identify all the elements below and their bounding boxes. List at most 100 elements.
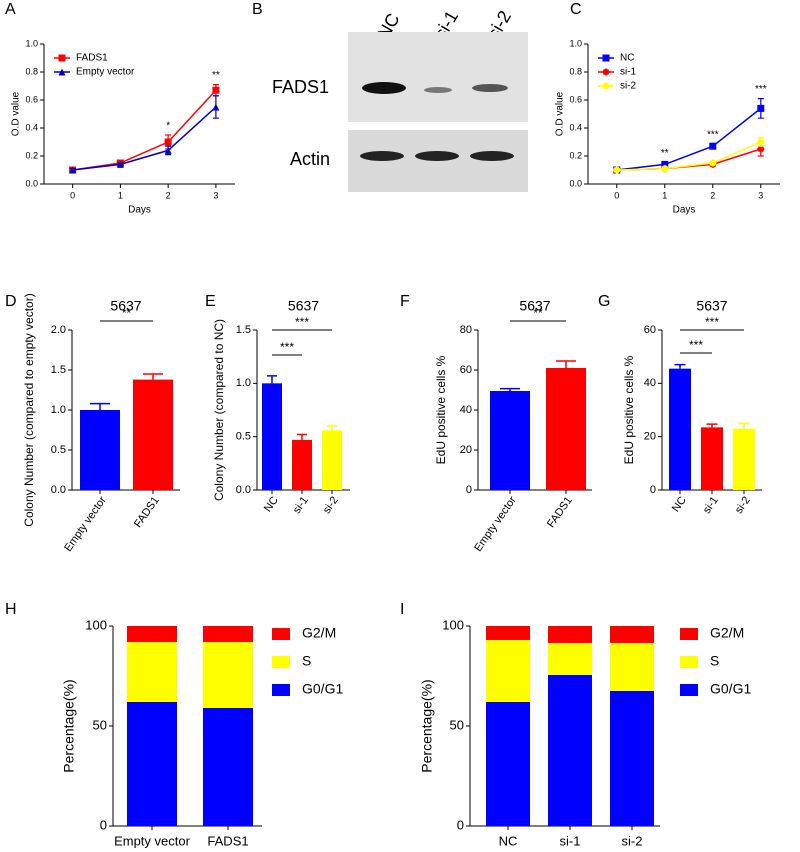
y-tick-label: 0	[100, 817, 107, 832]
marker	[709, 142, 717, 150]
bar-segment	[486, 626, 530, 640]
bar	[322, 430, 342, 490]
y-tick-label: 0	[650, 484, 656, 496]
bar-segment	[127, 642, 177, 702]
y-tick-label: 20	[644, 431, 656, 443]
x-tick-label: si-1	[701, 495, 721, 516]
y-axis-label: Colony Number (compared to empty vector)	[22, 293, 36, 526]
band	[360, 151, 404, 161]
series-line	[616, 141, 762, 171]
significance: **	[212, 70, 220, 81]
significance: ***	[689, 338, 703, 352]
significance: ***	[295, 315, 309, 329]
significance: *	[166, 121, 170, 132]
y-tick-label: 1.0	[236, 377, 251, 389]
bar	[701, 427, 723, 490]
x-tick-label: NC	[499, 833, 518, 848]
error-bar	[500, 387, 520, 391]
y-tick-label: 40	[460, 404, 472, 416]
bar	[292, 439, 312, 490]
panel-letter: D	[5, 293, 17, 310]
x-tick-label: 3	[758, 190, 763, 200]
y-axis-label: O.D value	[11, 91, 22, 136]
x-tick-label: 3	[213, 190, 218, 200]
x-axis-label: Days	[673, 205, 696, 216]
y-tick-label: 20	[460, 444, 472, 456]
y-tick-label: 1.5	[51, 364, 66, 376]
marker	[709, 159, 717, 167]
legend-label: G2/M	[302, 625, 336, 641]
x-tick-label: 0	[70, 190, 75, 200]
error-bar	[706, 423, 718, 428]
panel-letter: F	[400, 293, 410, 310]
bar-segment	[127, 626, 177, 642]
panel-letter: E	[205, 293, 216, 310]
bar-segment	[610, 643, 654, 691]
x-tick-label: NC	[262, 494, 281, 514]
y-tick-label: 0	[457, 817, 464, 832]
marker	[661, 165, 669, 173]
legend-label: S	[710, 653, 719, 669]
y-tick-label: 2.0	[51, 324, 66, 336]
bar-segment	[203, 626, 253, 642]
significance: **	[122, 306, 132, 320]
marker	[613, 166, 621, 174]
y-axis-label: EdU positive cells %	[622, 355, 636, 464]
bar	[733, 428, 755, 490]
bar-segment	[203, 642, 253, 708]
y-tick-label: 1.5	[236, 324, 251, 336]
y-axis-label: EdU positive cells %	[434, 355, 448, 464]
y-tick-label: 1.0	[51, 404, 66, 416]
y-tick-label: 0.2	[569, 150, 582, 160]
legend-swatch	[272, 656, 290, 668]
y-tick-label: 80	[460, 324, 472, 336]
error-bar	[267, 375, 277, 384]
bar	[262, 383, 282, 490]
error-bar	[327, 425, 337, 431]
marker	[757, 104, 765, 112]
x-tick-label: si-1	[560, 833, 581, 848]
bar-segment	[548, 643, 592, 675]
legend-label: NC	[620, 53, 634, 64]
legend-swatch	[680, 656, 698, 668]
error-bar	[143, 373, 163, 380]
panel-letter: A	[5, 1, 16, 18]
error-bar	[297, 433, 307, 440]
y-tick-label: 0.0	[569, 178, 582, 188]
row-label: FADS1	[272, 77, 329, 97]
bar-segment	[127, 702, 177, 826]
western-blot: B NC si-1 si-2 FADS1 Actin	[252, 1, 528, 192]
error-bar	[674, 363, 686, 369]
y-tick-label: 0.4	[25, 122, 38, 132]
row-label: Actin	[290, 149, 330, 169]
y-tick-label: 0.4	[569, 122, 582, 132]
y-tick-label: 60	[460, 364, 472, 376]
panel-letter: I	[400, 601, 404, 618]
x-tick-label: FADS1	[545, 495, 575, 530]
bar-segment	[548, 626, 592, 643]
y-axis-label: Colony Number (compared to NC)	[212, 319, 226, 501]
y-tick-label: 0.0	[51, 484, 66, 496]
bar	[490, 391, 530, 490]
x-axis-label: Days	[128, 205, 151, 216]
x-tick-label: Empty vector	[62, 494, 109, 554]
y-tick-label: 0.6	[569, 94, 582, 104]
marker	[602, 54, 610, 62]
bar-segment	[203, 708, 253, 826]
y-tick-label: 100	[85, 617, 107, 632]
significance: **	[533, 306, 543, 320]
x-tick-label: NC	[670, 494, 689, 514]
legend-swatch	[680, 684, 698, 696]
legend-label: Empty vector	[76, 67, 135, 78]
x-tick-label: Empty vector	[472, 494, 519, 554]
legend-label: G2/M	[710, 625, 744, 641]
y-tick-label: 0.0	[236, 484, 251, 496]
y-tick-label: 40	[644, 377, 656, 389]
panel-letter: H	[5, 601, 17, 618]
marker	[602, 82, 610, 90]
marker	[602, 68, 610, 76]
legend-label: si-2	[620, 81, 637, 92]
y-tick-label: 0.2	[25, 150, 38, 160]
x-tick-label: 0	[614, 190, 619, 200]
